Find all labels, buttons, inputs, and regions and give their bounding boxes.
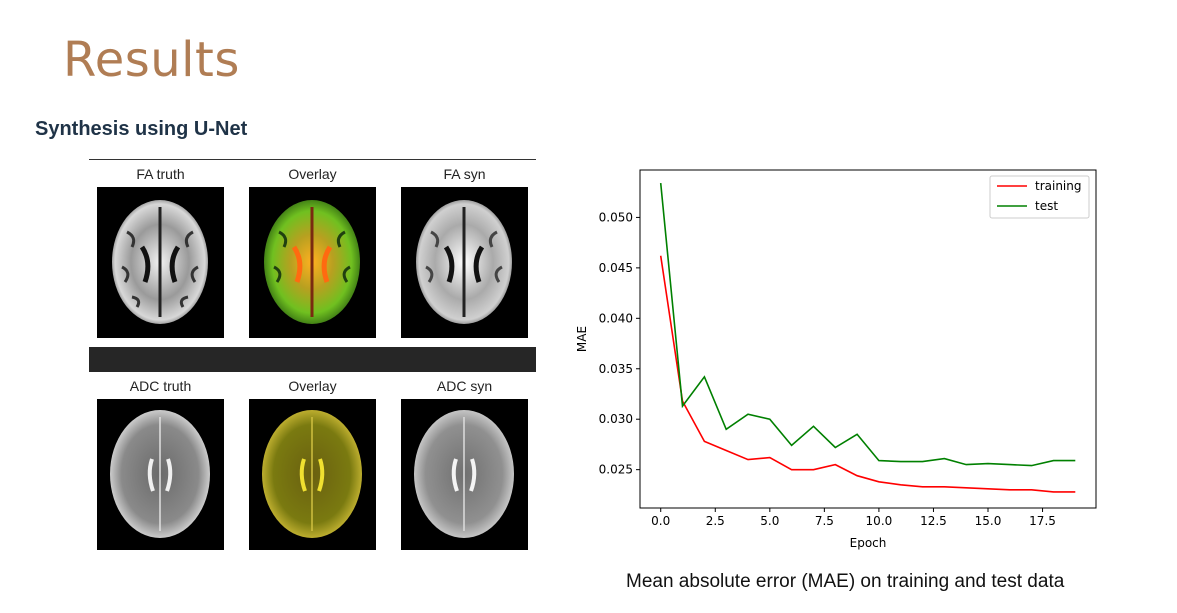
fa-syn-image bbox=[401, 187, 528, 338]
x-tick-label: 2.5 bbox=[706, 514, 725, 528]
mae-chart: 0.0 2.5 5.0 7.5 10.0 12.5 15.0 17.5 0.025 0.030 0.… bbox=[566, 160, 1106, 560]
figure-top-rule bbox=[89, 159, 536, 160]
x-tick-label: 12.5 bbox=[920, 514, 947, 528]
brain-image-figure: FA truth Overlay FA syn bbox=[89, 159, 536, 554]
x-tick-label: 15.0 bbox=[975, 514, 1002, 528]
x-axis-label: Epoch bbox=[850, 536, 887, 550]
y-tick-label: 0.025 bbox=[599, 463, 633, 477]
plot-area-frame bbox=[639, 169, 1097, 509]
y-axis-label: MAE bbox=[575, 326, 589, 352]
figure-separator-band bbox=[89, 347, 536, 372]
adc-syn-image bbox=[401, 399, 528, 550]
slide-title: Results bbox=[63, 32, 240, 88]
caption-adc-overlay: Overlay bbox=[288, 378, 337, 394]
x-tick-label: 7.5 bbox=[815, 514, 834, 528]
chart-caption: Mean absolute error (MAE) on training an… bbox=[626, 571, 1065, 592]
caption-fa-overlay: Overlay bbox=[288, 166, 337, 182]
adc-truth-image bbox=[97, 399, 224, 550]
adc-overlay-image bbox=[249, 399, 376, 550]
caption-fa-truth: FA truth bbox=[136, 166, 185, 182]
caption-fa-syn: FA syn bbox=[443, 166, 486, 182]
slide-subtitle: Synthesis using U-Net bbox=[35, 118, 248, 140]
series-line-test bbox=[659, 183, 1076, 467]
fa-truth-image bbox=[97, 187, 224, 338]
caption-adc-truth: ADC truth bbox=[129, 378, 192, 394]
legend-label-test: test bbox=[1035, 199, 1058, 213]
x-tick-label: 0.0 bbox=[651, 514, 670, 528]
y-tick-label: 0.035 bbox=[599, 362, 633, 376]
y-tick-label: 0.040 bbox=[599, 311, 633, 325]
legend: training test bbox=[989, 175, 1090, 219]
y-tick-label: 0.030 bbox=[599, 412, 633, 426]
y-tick-label: 0.045 bbox=[599, 261, 633, 275]
x-tick-label: 10.0 bbox=[866, 514, 893, 528]
fa-overlay-image bbox=[249, 187, 376, 338]
x-tick-label: 17.5 bbox=[1029, 514, 1056, 528]
series-line-training bbox=[659, 255, 1076, 493]
caption-adc-syn: ADC syn bbox=[436, 378, 493, 394]
legend-label-training: training bbox=[1035, 179, 1082, 193]
x-tick-label: 5.0 bbox=[760, 514, 779, 528]
y-tick-label: 0.050 bbox=[599, 210, 633, 224]
mae-chart-svg: 0.0 2.5 5.0 7.5 10.0 12.5 15.0 17.5 0.025 0.030 0.… bbox=[575, 169, 1097, 550]
